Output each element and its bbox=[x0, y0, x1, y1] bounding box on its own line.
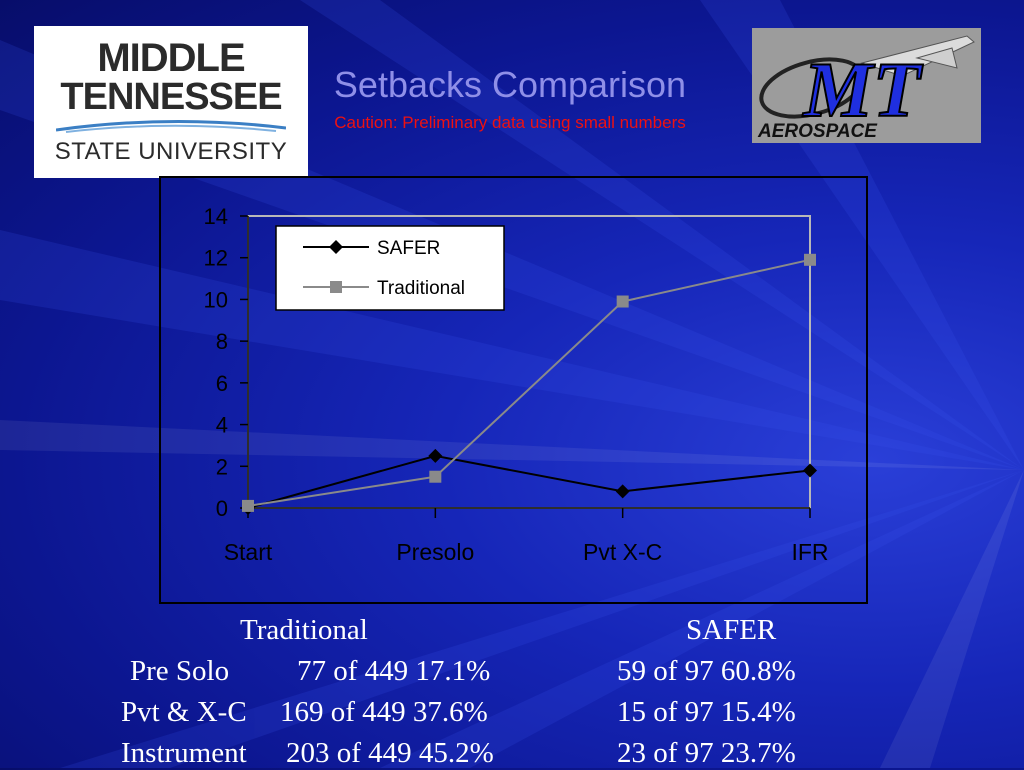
legend-label: SAFER bbox=[377, 238, 440, 259]
aerospace-emblem-icon: MT AEROSPACE bbox=[757, 35, 975, 142]
header-traditional: Traditional bbox=[240, 614, 368, 646]
legend-marker bbox=[330, 281, 342, 293]
row-traditional-value: 169 of 449 37.6% bbox=[280, 696, 488, 728]
y-tick-label: 14 bbox=[204, 204, 228, 229]
header-safer: SAFER bbox=[686, 614, 777, 646]
logo-swoosh-icon bbox=[56, 119, 286, 133]
page-subtitle: Caution: Preliminary data using small nu… bbox=[334, 113, 686, 132]
row-traditional-value: 77 of 449 17.1% bbox=[297, 655, 491, 687]
x-tick-label: Pvt X-C bbox=[583, 539, 662, 565]
x-tick-label: Presolo bbox=[396, 539, 474, 565]
data-point-traditional bbox=[429, 470, 442, 483]
y-tick-label: 8 bbox=[216, 329, 228, 354]
chart-frame bbox=[159, 176, 868, 604]
mt-aerospace-logo: MT AEROSPACE bbox=[752, 28, 981, 143]
y-tick-label: 12 bbox=[204, 246, 228, 271]
setbacks-line-chart: 0 2 4 6 8 10 12 14 Start Presolo Pvt X-C IFR SAFER Tr… bbox=[204, 204, 829, 565]
logo-line-tennessee: TENNESSEE bbox=[60, 76, 282, 118]
row-label: Instrument bbox=[121, 737, 247, 769]
row-traditional-value: 203 of 449 45.2% bbox=[286, 737, 494, 769]
y-tick-label: 2 bbox=[216, 454, 228, 479]
data-point-safer bbox=[615, 484, 630, 499]
y-tick-label: 4 bbox=[216, 413, 228, 438]
stats-table: Traditional SAFER Pre Solo 77 of 449 17.… bbox=[0, 612, 1024, 769]
row-label: Pvt & X-C bbox=[121, 696, 247, 728]
logo-line-state-university: STATE UNIVERSITY bbox=[54, 138, 288, 165]
data-point-traditional bbox=[242, 499, 254, 512]
mt-mark: MT bbox=[802, 46, 924, 133]
y-tick-label: 0 bbox=[216, 496, 228, 521]
data-point-traditional bbox=[804, 253, 816, 266]
legend-label: Traditional bbox=[377, 278, 465, 299]
series-line-traditional bbox=[247, 258, 811, 507]
row-label: Pre Solo bbox=[130, 655, 230, 687]
row-safer-value: 23 of 97 23.7% bbox=[617, 737, 796, 769]
legend-marker bbox=[329, 240, 343, 254]
x-tick-label: Start bbox=[224, 539, 273, 565]
page-title: Setbacks Comparison bbox=[333, 64, 687, 105]
y-tick-label: 10 bbox=[204, 287, 228, 312]
row-safer-value: 15 of 97 15.4% bbox=[617, 696, 796, 728]
data-point-safer bbox=[428, 448, 443, 463]
legend bbox=[275, 225, 505, 311]
logo-line-middle: MIDDLE bbox=[97, 36, 245, 80]
row-safer-value: 59 of 97 60.8% bbox=[617, 655, 796, 687]
aerospace-text: AEROSPACE bbox=[757, 121, 878, 142]
data-point-traditional bbox=[616, 295, 629, 308]
y-tick-label: 6 bbox=[216, 371, 228, 396]
series-line-safer bbox=[247, 454, 811, 509]
data-point-safer bbox=[803, 463, 817, 478]
mtsu-logo: MIDDLE TENNESSEE STATE UNIVERSITY bbox=[34, 26, 308, 178]
x-tick-label: IFR bbox=[791, 539, 828, 565]
